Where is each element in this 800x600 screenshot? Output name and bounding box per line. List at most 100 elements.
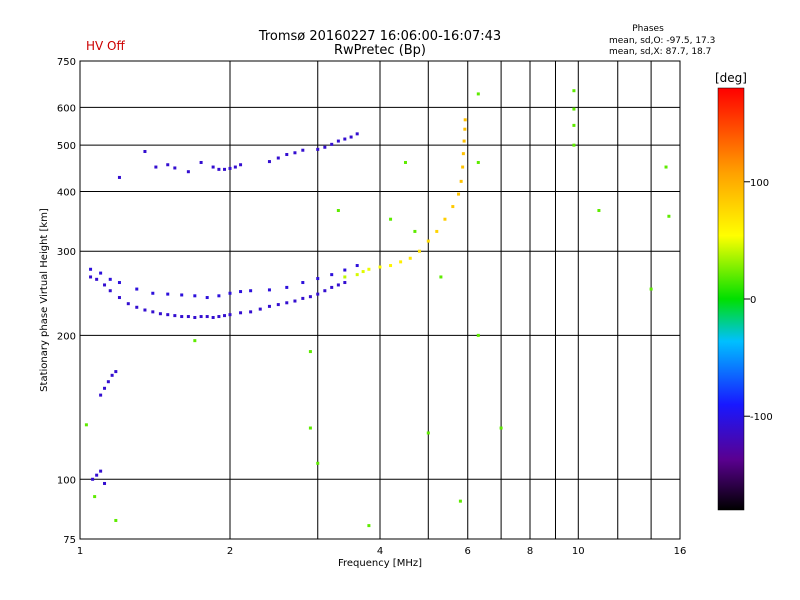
data-point <box>108 277 112 281</box>
data-point <box>166 313 170 317</box>
data-point <box>117 281 121 285</box>
data-point <box>114 370 118 374</box>
data-point <box>217 167 221 171</box>
colorbar-tick-label: -100 <box>750 412 773 423</box>
data-point <box>451 205 455 209</box>
data-point <box>439 275 443 279</box>
data-point <box>597 209 601 213</box>
data-point <box>223 314 227 318</box>
data-point <box>323 289 327 293</box>
grid-lines <box>80 61 680 539</box>
data-point <box>316 461 320 465</box>
data-point <box>117 175 121 179</box>
phases-x-stats: mean, sd,X: 87.7, 18.7 <box>609 47 711 57</box>
data-point <box>199 315 203 319</box>
data-point <box>462 139 466 143</box>
data-point <box>463 127 467 131</box>
data-point <box>336 209 340 213</box>
colorbar-tick-label: 100 <box>750 178 769 189</box>
data-point <box>186 170 190 174</box>
data-point <box>103 386 107 390</box>
data-point <box>180 293 184 297</box>
data-point <box>443 217 447 221</box>
data-point <box>217 294 221 298</box>
y-tick-label: 100 <box>57 475 76 486</box>
data-point <box>343 137 347 141</box>
y-tick-label: 75 <box>63 535 76 546</box>
data-point <box>285 301 289 305</box>
data-point <box>89 267 93 271</box>
data-point <box>223 167 227 171</box>
data-point <box>355 264 359 268</box>
data-point <box>249 310 253 314</box>
data-point <box>463 118 467 122</box>
data-point <box>316 277 320 281</box>
data-point <box>180 315 184 319</box>
data-point <box>285 285 289 289</box>
data-point <box>267 288 271 292</box>
data-point <box>211 165 215 169</box>
data-point <box>301 281 305 285</box>
data-point <box>211 315 215 319</box>
x-tick-label: 16 <box>674 546 687 557</box>
data-point <box>186 315 190 319</box>
colorbar-ticks: 100 0 -100 <box>744 178 773 423</box>
data-point <box>106 380 110 384</box>
data-point <box>323 145 327 149</box>
data-point <box>158 312 162 316</box>
data-point <box>336 139 340 143</box>
data-point <box>435 229 439 233</box>
data-point <box>343 275 347 279</box>
data-point <box>461 165 465 169</box>
data-point <box>417 249 421 253</box>
data-point <box>367 267 371 271</box>
data-point <box>217 315 221 319</box>
data-point <box>205 296 209 300</box>
data-point <box>99 271 103 275</box>
x-tick-label: 10 <box>572 546 585 557</box>
data-point <box>228 313 232 317</box>
data-point <box>293 151 297 155</box>
x-tick-label: 8 <box>527 546 533 557</box>
data-point <box>95 277 99 281</box>
data-point <box>458 499 462 503</box>
data-point <box>151 291 155 295</box>
axis-ticks: 1 2 4 6 8 10 16 75 100 200 300 400 500 600 750 <box>57 57 686 557</box>
data-point <box>572 89 576 93</box>
x-tick-label: 1 <box>77 546 83 557</box>
data-point <box>426 239 430 243</box>
data-point <box>228 166 232 170</box>
data-point <box>173 314 177 318</box>
y-tick-label: 500 <box>57 141 76 152</box>
data-point <box>343 268 347 272</box>
x-tick-label: 2 <box>227 546 233 557</box>
x-tick-label: 4 <box>377 546 383 557</box>
data-point <box>476 92 480 96</box>
x-tick-label: 6 <box>465 546 471 557</box>
data-point <box>91 477 95 481</box>
data-point <box>258 307 262 311</box>
data-point <box>308 426 312 430</box>
data-point <box>664 165 668 169</box>
data-point <box>355 132 359 136</box>
data-point <box>199 160 203 164</box>
colorbar-label: [deg] <box>715 71 747 85</box>
data-point <box>89 275 93 279</box>
data-point <box>143 308 147 312</box>
data-point <box>205 315 209 319</box>
data-point <box>355 273 359 277</box>
data-point <box>308 350 312 354</box>
data-point <box>103 481 107 485</box>
data-point <box>499 426 503 430</box>
data-point <box>667 214 671 218</box>
data-point <box>193 339 197 343</box>
data-point <box>267 160 271 164</box>
data-point <box>151 310 155 314</box>
data-point <box>572 143 576 147</box>
data-point <box>572 123 576 127</box>
data-points <box>84 89 671 528</box>
data-point <box>308 295 312 299</box>
phases-title: Phases <box>632 24 664 34</box>
data-point <box>403 160 407 164</box>
data-point <box>239 290 243 294</box>
